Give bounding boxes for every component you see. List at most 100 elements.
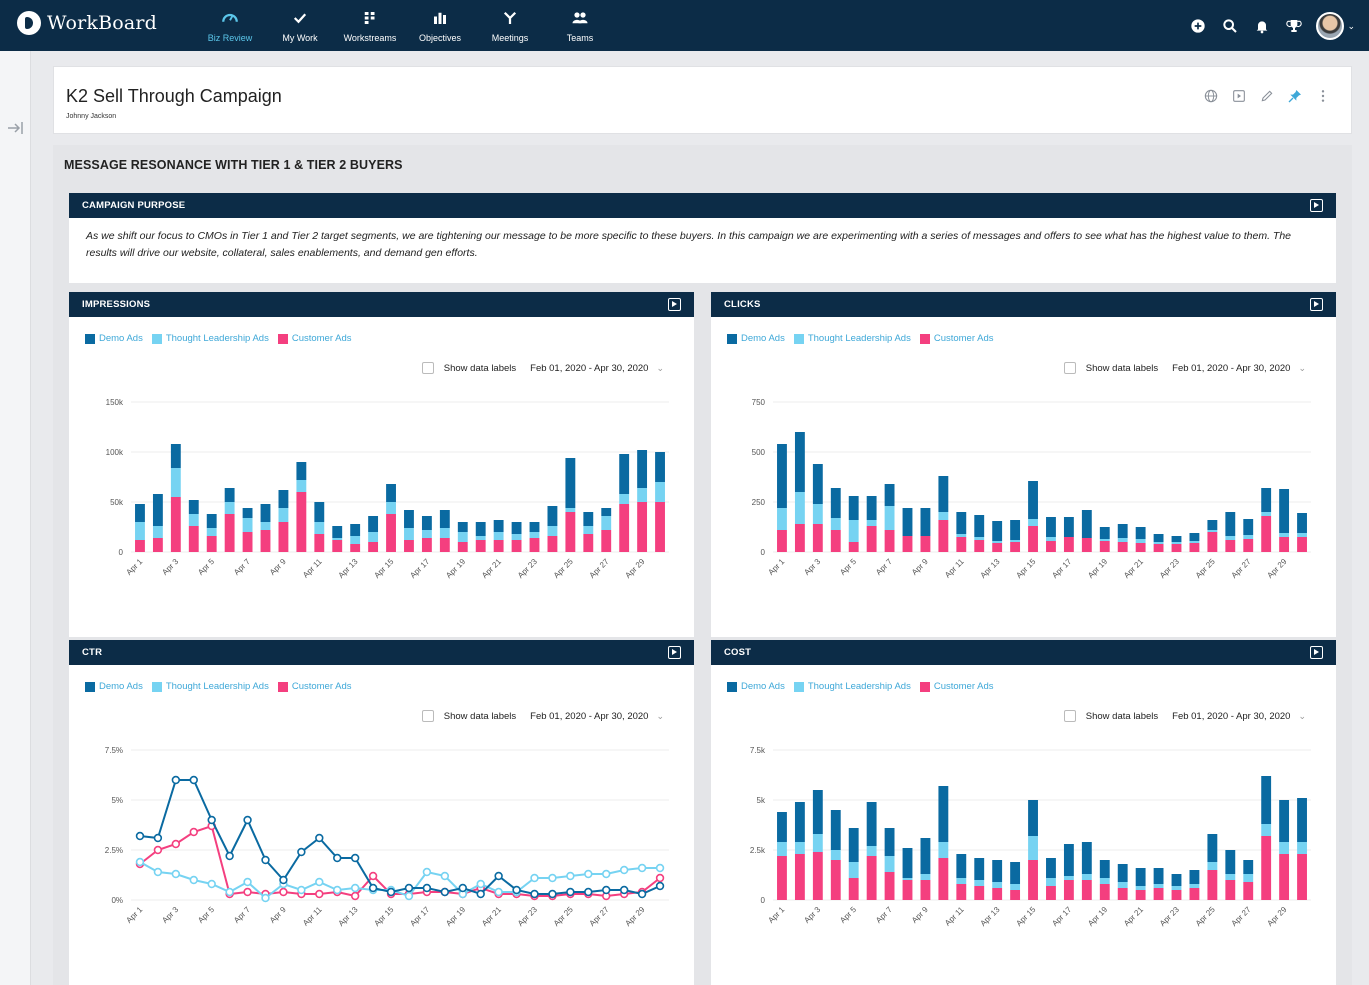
data-point[interactable] xyxy=(566,871,575,881)
nav-workstreams[interactable]: Workstreams xyxy=(335,0,405,51)
bar-segment[interactable] xyxy=(938,786,949,842)
bar-segment[interactable] xyxy=(170,444,181,468)
bar-segment[interactable] xyxy=(777,856,787,900)
bar-segment[interactable] xyxy=(601,516,612,530)
bar-segment[interactable] xyxy=(1261,776,1272,824)
bar-segment[interactable] xyxy=(1135,890,1146,900)
bar-segment[interactable] xyxy=(260,530,271,552)
chevron-down-icon[interactable]: ⌄ xyxy=(656,710,664,721)
bar-segment[interactable] xyxy=(152,526,163,538)
bar-segment[interactable] xyxy=(1117,542,1128,552)
bar-segment[interactable] xyxy=(1028,800,1038,836)
bar-segment[interactable] xyxy=(866,802,877,846)
legend-item[interactable]: Thought Leadership Ads xyxy=(793,333,911,344)
data-point[interactable] xyxy=(458,883,467,893)
bar-segment[interactable] xyxy=(938,858,949,900)
bar-segment[interactable] xyxy=(224,502,235,514)
bar-segment[interactable] xyxy=(242,532,253,552)
bar-segment[interactable] xyxy=(1225,880,1236,900)
bar-segment[interactable] xyxy=(794,802,805,842)
data-point[interactable] xyxy=(655,881,665,891)
bar-segment[interactable] xyxy=(1010,542,1021,552)
bar-segment[interactable] xyxy=(1243,860,1254,874)
bar-segment[interactable] xyxy=(794,524,805,552)
bar-segment[interactable] xyxy=(956,512,967,534)
bar-segment[interactable] xyxy=(1171,536,1182,542)
bar-segment[interactable] xyxy=(830,810,841,850)
data-point[interactable] xyxy=(512,885,521,895)
bar-segment[interactable] xyxy=(386,514,396,552)
bar-segment[interactable] xyxy=(511,534,522,540)
bar-segment[interactable] xyxy=(296,462,307,480)
expand-sidebar-icon[interactable] xyxy=(7,121,25,135)
bar-segment[interactable] xyxy=(1046,878,1056,886)
pin-button[interactable] xyxy=(1281,86,1309,106)
bar-segment[interactable] xyxy=(1135,543,1146,552)
bar-segment[interactable] xyxy=(170,497,181,552)
bar-segment[interactable] xyxy=(135,504,145,522)
bar-segment[interactable] xyxy=(938,512,949,520)
bar-segment[interactable] xyxy=(1099,884,1110,900)
bar-segment[interactable] xyxy=(1171,544,1182,552)
chevron-down-icon[interactable]: ⌄ xyxy=(1298,362,1306,373)
data-point[interactable] xyxy=(422,867,432,877)
data-point[interactable] xyxy=(655,863,665,873)
data-point[interactable] xyxy=(243,887,252,897)
bar-segment[interactable] xyxy=(866,846,877,856)
bar-segment[interactable] xyxy=(848,542,859,552)
bar-segment[interactable] xyxy=(1189,533,1200,541)
bar-segment[interactable] xyxy=(1189,870,1200,884)
bar-segment[interactable] xyxy=(547,506,558,526)
data-point[interactable] xyxy=(440,871,450,881)
bar-segment[interactable] xyxy=(1297,513,1307,533)
bar-segment[interactable] xyxy=(260,504,271,522)
bar-segment[interactable] xyxy=(848,496,859,520)
bar-segment[interactable] xyxy=(812,790,823,834)
data-point[interactable] xyxy=(333,885,342,895)
data-point[interactable] xyxy=(189,827,198,837)
bar-segment[interactable] xyxy=(206,514,217,528)
bar-segment[interactable] xyxy=(1279,533,1290,537)
bar-segment[interactable] xyxy=(1261,512,1272,516)
bar-segment[interactable] xyxy=(777,508,787,530)
bar-segment[interactable] xyxy=(242,508,253,518)
bar-segment[interactable] xyxy=(493,540,504,552)
bar-segment[interactable] xyxy=(1010,862,1021,884)
bar-segment[interactable] xyxy=(902,536,913,552)
bar-segment[interactable] xyxy=(1081,538,1092,552)
bar-segment[interactable] xyxy=(1063,517,1074,537)
bar-segment[interactable] xyxy=(1243,539,1254,552)
bar-segment[interactable] xyxy=(920,874,931,880)
bar-segment[interactable] xyxy=(1225,850,1236,874)
bar-segment[interactable] xyxy=(1225,540,1236,552)
bar-segment[interactable] xyxy=(637,502,648,552)
edit-button[interactable] xyxy=(1253,86,1281,106)
bar-segment[interactable] xyxy=(830,530,841,552)
data-point[interactable] xyxy=(637,863,647,873)
bar-segment[interactable] xyxy=(1279,537,1290,552)
bar-segment[interactable] xyxy=(1010,540,1021,542)
bar-segment[interactable] xyxy=(920,536,931,552)
bar-segment[interactable] xyxy=(884,872,895,900)
data-point[interactable] xyxy=(243,815,252,825)
expand-panel-icon[interactable] xyxy=(668,298,681,311)
nav-my-work[interactable]: My Work xyxy=(265,0,335,51)
bar-segment[interactable] xyxy=(1117,538,1128,542)
bar-segment[interactable] xyxy=(777,444,787,508)
bar-segment[interactable] xyxy=(1207,532,1218,552)
bar-segment[interactable] xyxy=(812,504,823,524)
show-data-labels-checkbox[interactable] xyxy=(1063,362,1076,374)
data-point[interactable] xyxy=(153,845,163,855)
data-point[interactable] xyxy=(315,833,324,843)
data-point[interactable] xyxy=(297,885,306,895)
bar-segment[interactable] xyxy=(1207,520,1218,530)
bar-segment[interactable] xyxy=(1046,537,1056,541)
bar-segment[interactable] xyxy=(350,536,361,544)
bar-segment[interactable] xyxy=(1028,526,1038,552)
bar-segment[interactable] xyxy=(457,532,468,542)
bar-segment[interactable] xyxy=(1028,836,1038,860)
data-point[interactable] xyxy=(494,887,503,897)
bar-segment[interactable] xyxy=(974,515,985,537)
bar-segment[interactable] xyxy=(830,518,841,530)
date-range-picker[interactable]: Feb 01, 2020 - Apr 30, 2020 xyxy=(530,362,649,374)
